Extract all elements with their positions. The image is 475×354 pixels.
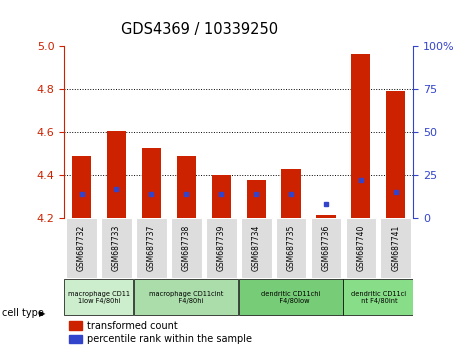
Text: GSM687736: GSM687736 [322,225,331,271]
FancyBboxPatch shape [343,279,413,315]
Text: GSM687739: GSM687739 [217,225,226,271]
Bar [386,91,405,218]
Text: macrophage CD11
1low F4/80hi: macrophage CD11 1low F4/80hi [68,291,130,304]
Text: dendritic CD11chi
   F4/80low: dendritic CD11chi F4/80low [261,291,321,304]
Bar [282,169,301,218]
FancyBboxPatch shape [136,218,167,278]
Text: transformed count: transformed count [87,321,178,331]
FancyBboxPatch shape [276,218,306,278]
FancyBboxPatch shape [171,218,202,278]
Bar [247,180,266,218]
FancyBboxPatch shape [134,279,238,315]
Text: GSM687738: GSM687738 [182,225,191,271]
Text: cell type: cell type [2,308,44,318]
FancyBboxPatch shape [238,279,343,315]
Text: dendritic CD11ci
 nt F4/80int: dendritic CD11ci nt F4/80int [351,291,406,304]
FancyBboxPatch shape [64,279,133,315]
FancyBboxPatch shape [66,218,97,278]
Text: GSM687734: GSM687734 [252,225,261,271]
Bar [72,156,91,218]
FancyBboxPatch shape [311,218,342,278]
FancyBboxPatch shape [241,218,272,278]
Text: GSM687733: GSM687733 [112,225,121,271]
Bar [212,175,231,218]
Bar [69,321,82,330]
Bar [352,53,370,218]
Bar [107,131,126,218]
Bar [316,215,335,218]
Text: GSM687741: GSM687741 [391,225,400,271]
Bar [142,148,161,218]
FancyBboxPatch shape [380,218,411,278]
Text: GSM687737: GSM687737 [147,225,156,271]
Text: ▶: ▶ [39,309,46,318]
Text: macrophage CD11cint
    F4/80hi: macrophage CD11cint F4/80hi [149,291,224,304]
Text: GSM687735: GSM687735 [286,225,295,271]
Bar [69,335,82,343]
Text: GSM687740: GSM687740 [356,225,365,271]
FancyBboxPatch shape [101,218,132,278]
Text: percentile rank within the sample: percentile rank within the sample [87,334,252,344]
Text: GSM687732: GSM687732 [77,225,86,271]
Bar [177,156,196,218]
Text: GDS4369 / 10339250: GDS4369 / 10339250 [121,22,278,37]
FancyBboxPatch shape [345,218,376,278]
FancyBboxPatch shape [206,218,237,278]
